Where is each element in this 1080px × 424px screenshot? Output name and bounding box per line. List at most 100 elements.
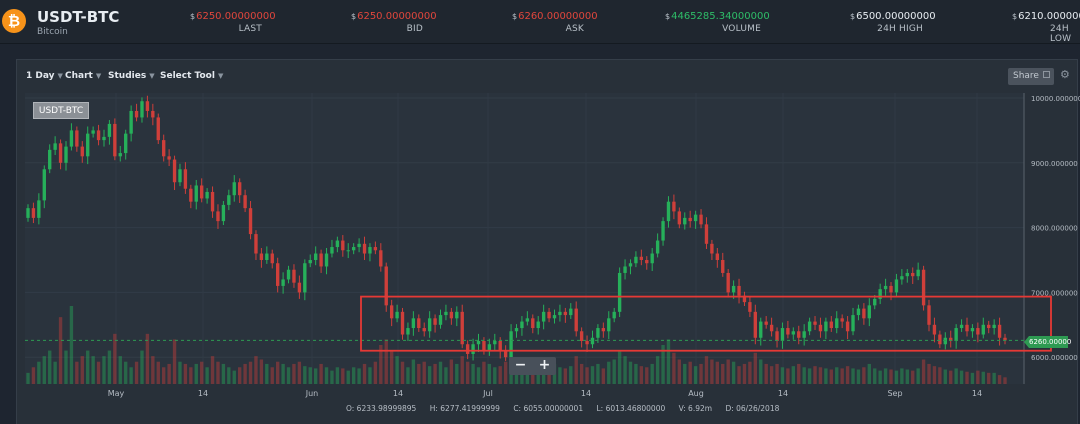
candle-body bbox=[617, 272, 622, 312]
candle-body bbox=[75, 130, 79, 147]
candle-body bbox=[900, 276, 904, 280]
volume-bar bbox=[987, 372, 991, 384]
candle-body bbox=[493, 341, 497, 345]
volume-bar bbox=[807, 368, 812, 384]
candle-body bbox=[987, 324, 991, 329]
select-tool-dropdown[interactable]: Select Tool ▼ bbox=[160, 71, 224, 81]
candle-body bbox=[417, 318, 421, 329]
ohlc-low: L: 6013.46800000 bbox=[596, 404, 666, 413]
volume-bar bbox=[753, 352, 758, 384]
chart-type-dropdown[interactable]: Chart ▼ bbox=[65, 71, 102, 81]
share-button[interactable]: Share bbox=[1008, 68, 1054, 85]
ohlc-date: D: 06/26/2018 bbox=[725, 404, 780, 413]
candle-body bbox=[270, 253, 274, 264]
volume-bar bbox=[818, 367, 823, 384]
candle-body bbox=[373, 247, 378, 251]
candle-body bbox=[959, 324, 964, 329]
volume-bar bbox=[905, 369, 909, 384]
zoom-out-button[interactable]: − bbox=[514, 357, 527, 373]
candle-body bbox=[932, 324, 937, 335]
volume-bar bbox=[438, 361, 443, 384]
candle-body bbox=[313, 253, 318, 260]
volume-bar bbox=[607, 361, 611, 384]
last-label: LAST bbox=[238, 24, 262, 34]
candle-body bbox=[297, 282, 302, 293]
candle-body bbox=[531, 318, 535, 329]
volume-bar bbox=[335, 367, 340, 384]
volume-bar bbox=[856, 369, 861, 384]
candle-body bbox=[574, 308, 578, 332]
candle-body bbox=[590, 337, 595, 345]
volume-bar bbox=[194, 363, 198, 384]
candle-body bbox=[547, 311, 551, 319]
volume-bar bbox=[704, 356, 709, 384]
low-value: 6210.00000000 bbox=[1018, 11, 1080, 22]
candle-body bbox=[845, 321, 850, 332]
volume-bar bbox=[932, 366, 937, 384]
y-tick-label: 6000.000000 bbox=[1031, 354, 1078, 362]
candle-body bbox=[433, 318, 437, 325]
chevron-down-icon: ▼ bbox=[95, 72, 102, 80]
candle-body bbox=[786, 328, 790, 335]
candle-body bbox=[992, 324, 996, 329]
candle-body bbox=[86, 133, 90, 157]
candle-body bbox=[406, 328, 410, 335]
interval-dropdown[interactable]: 1 Day ▼ bbox=[26, 71, 63, 81]
candle-body bbox=[395, 311, 399, 319]
zoom-in-button[interactable]: + bbox=[538, 357, 551, 373]
volume-bar bbox=[617, 350, 622, 384]
chevron-down-icon: ▼ bbox=[57, 72, 63, 80]
candle-body bbox=[1003, 337, 1007, 341]
volume-bar bbox=[992, 372, 996, 384]
candle-body bbox=[422, 328, 426, 332]
volume-bar bbox=[829, 369, 833, 384]
volume-bar bbox=[563, 368, 568, 384]
candle-body bbox=[867, 305, 871, 319]
studies-dropdown[interactable]: Studies ▼ bbox=[108, 71, 155, 81]
low-label: 24H LOW bbox=[1050, 24, 1072, 44]
volume-bar bbox=[639, 366, 644, 384]
candle-body bbox=[949, 337, 953, 341]
volume-bar bbox=[802, 367, 806, 384]
candle-body bbox=[921, 269, 926, 306]
volume-bar bbox=[292, 363, 296, 384]
candle-body bbox=[286, 269, 291, 280]
volume-bar bbox=[862, 367, 866, 384]
candle-body bbox=[894, 279, 899, 293]
gear-icon[interactable]: ⚙ bbox=[1060, 68, 1070, 81]
volume-bar bbox=[797, 363, 801, 384]
candle-body bbox=[113, 123, 117, 157]
volume-bar bbox=[395, 356, 399, 384]
candle-body bbox=[362, 243, 367, 254]
candle-body bbox=[976, 328, 980, 335]
volume-bar bbox=[449, 359, 454, 384]
volume-bar bbox=[259, 359, 264, 384]
candle-body bbox=[26, 208, 30, 218]
candle-body bbox=[683, 217, 687, 225]
volume-bar bbox=[270, 367, 274, 384]
candle-body bbox=[384, 266, 388, 306]
x-tick-label: 14 bbox=[393, 389, 403, 398]
y-tick-label: 10000.000000 bbox=[1031, 95, 1080, 103]
candle-body bbox=[200, 185, 204, 199]
volume-bar bbox=[547, 366, 551, 384]
volume-bar bbox=[162, 367, 166, 384]
candle-body bbox=[335, 240, 340, 248]
volume-bar bbox=[959, 370, 964, 384]
candle-body bbox=[319, 253, 323, 267]
candle-body bbox=[42, 169, 46, 201]
x-tick-label: May bbox=[108, 389, 125, 398]
volume-bar bbox=[113, 333, 117, 384]
candle-body bbox=[509, 331, 513, 358]
volume-bar bbox=[455, 363, 459, 384]
candle-body bbox=[471, 344, 475, 354]
volume-bar bbox=[189, 367, 193, 384]
candle-body bbox=[357, 243, 361, 248]
candle-body bbox=[596, 328, 600, 338]
candle-body bbox=[612, 311, 616, 319]
chevron-down-icon: ▼ bbox=[149, 72, 155, 80]
candle-body bbox=[520, 321, 524, 329]
volume-bar bbox=[878, 370, 882, 384]
candle-body bbox=[699, 214, 703, 225]
